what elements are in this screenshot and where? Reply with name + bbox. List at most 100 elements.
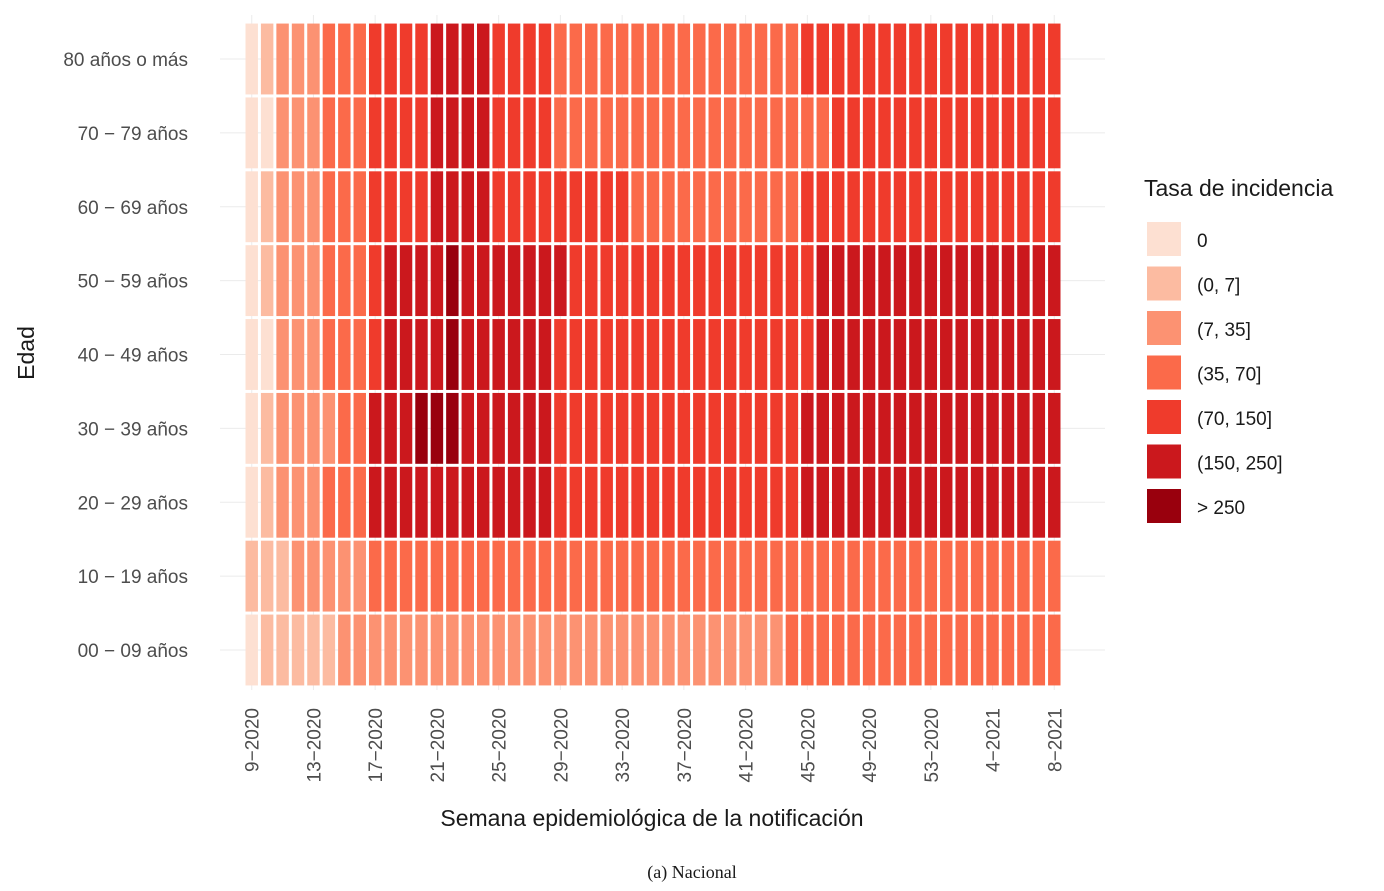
heatmap-cell (940, 245, 953, 317)
heatmap-cell (723, 245, 737, 317)
heatmap-cell (585, 171, 598, 243)
heatmap-cell (430, 319, 444, 390)
heatmap-cell (276, 392, 289, 464)
heatmap-cell (384, 319, 397, 390)
heatmap-cell (631, 171, 644, 243)
heatmap-cell (893, 319, 907, 390)
heatmap-cell (492, 614, 505, 686)
x-tick-label: 17−2020 (366, 708, 387, 783)
heatmap-cell (507, 319, 521, 390)
y-tick-label: 20 − 29 años (78, 493, 188, 514)
heatmap-cell (893, 23, 907, 95)
heatmap-cell (446, 245, 459, 317)
heatmap-cell (1001, 392, 1015, 464)
heatmap-cell (986, 392, 999, 464)
heatmap-cell (646, 614, 660, 686)
heatmap-cell (415, 614, 428, 686)
heatmap-cell (754, 245, 768, 317)
x-tick-label: 8−2021 (1045, 708, 1066, 772)
heatmap-cell (461, 171, 475, 243)
heatmap-cell (492, 97, 505, 169)
heatmap-cell (507, 540, 521, 612)
heatmap-cell (461, 392, 475, 464)
heatmap-cell (862, 319, 876, 390)
heatmap-cell (723, 540, 737, 612)
heatmap-cell (338, 23, 351, 95)
heatmap-cell (770, 319, 783, 390)
heatmap-cell (862, 392, 876, 464)
heatmap-cell (430, 23, 444, 95)
heatmap-cell (739, 614, 752, 686)
heatmap-cell (662, 614, 675, 686)
heatmap-cell (893, 466, 907, 538)
heatmap-cell (646, 392, 660, 464)
heatmap-cell (631, 540, 644, 612)
heatmap-cell (569, 97, 583, 169)
heatmap-cell (569, 614, 583, 686)
heatmap-cell (585, 97, 598, 169)
x-tick-label: 4−2021 (984, 708, 1005, 772)
heatmap-cell (353, 392, 366, 464)
heatmap-cell (924, 245, 938, 317)
heatmap-cell (739, 392, 752, 464)
heatmap-cell (507, 245, 521, 317)
heatmap-cell (600, 23, 613, 95)
heatmap-cell (723, 466, 737, 538)
heatmap-cell (878, 97, 891, 169)
legend-title: Tasa de incidencia (1144, 175, 1333, 201)
legend-label: (70, 150] (1197, 409, 1272, 430)
heatmap-cell (569, 466, 583, 538)
heatmap-cell (492, 466, 505, 538)
heatmap-cell (831, 319, 845, 390)
heatmap-cell (878, 23, 891, 95)
heatmap-cell (461, 319, 475, 390)
heatmap-cell (801, 171, 814, 243)
heatmap-cell (461, 23, 475, 95)
heatmap-cell (322, 540, 336, 612)
heatmap-cell (862, 614, 876, 686)
heatmap-cell (615, 171, 629, 243)
heatmap-cell (785, 97, 799, 169)
heatmap-cell (368, 540, 382, 612)
heatmap-cell (322, 319, 336, 390)
legend-label: > 250 (1197, 498, 1245, 519)
legend-swatch (1147, 489, 1181, 523)
heatmap-cell (477, 319, 490, 390)
heatmap-cell (893, 245, 907, 317)
heatmap-cell (693, 23, 706, 95)
heatmap-cell (368, 466, 382, 538)
heatmap-cell (399, 392, 413, 464)
heatmap-cell (353, 466, 366, 538)
heatmap-cell (970, 97, 984, 169)
heatmap-cell (1001, 171, 1015, 243)
heatmap-cell (1017, 319, 1030, 390)
heatmap-cell (662, 540, 675, 612)
heatmap-cell (723, 97, 737, 169)
heatmap-cell (924, 540, 938, 612)
heatmap-cell (245, 23, 258, 95)
heatmap-cell (368, 319, 382, 390)
heatmap-cell (554, 171, 567, 243)
heatmap-cell (477, 97, 490, 169)
heatmap-cell (307, 23, 320, 95)
heatmap-cell (739, 540, 752, 612)
heatmap-cell (723, 319, 737, 390)
heatmap-cell (322, 23, 336, 95)
heatmap-cell (260, 171, 274, 243)
heatmap-cell (955, 23, 968, 95)
heatmap-cell (893, 540, 907, 612)
heatmap-cell (307, 614, 320, 686)
heatmap-cell (955, 540, 968, 612)
heatmap-cell (754, 171, 768, 243)
heatmap-cell (554, 245, 567, 317)
heatmap-chart: 00 − 09 años 10 − 19 años 20 − 29 años 30 −… (13, 15, 1333, 831)
heatmap-cell (909, 171, 922, 243)
heatmap-cell (677, 540, 691, 612)
heatmap-cell (847, 319, 860, 390)
heatmap-cell (770, 540, 783, 612)
heatmap-cell (909, 23, 922, 95)
heatmap-cell (538, 97, 552, 169)
heatmap-cell (523, 614, 536, 686)
heatmap-cell (291, 392, 305, 464)
heatmap-cell (631, 319, 644, 390)
